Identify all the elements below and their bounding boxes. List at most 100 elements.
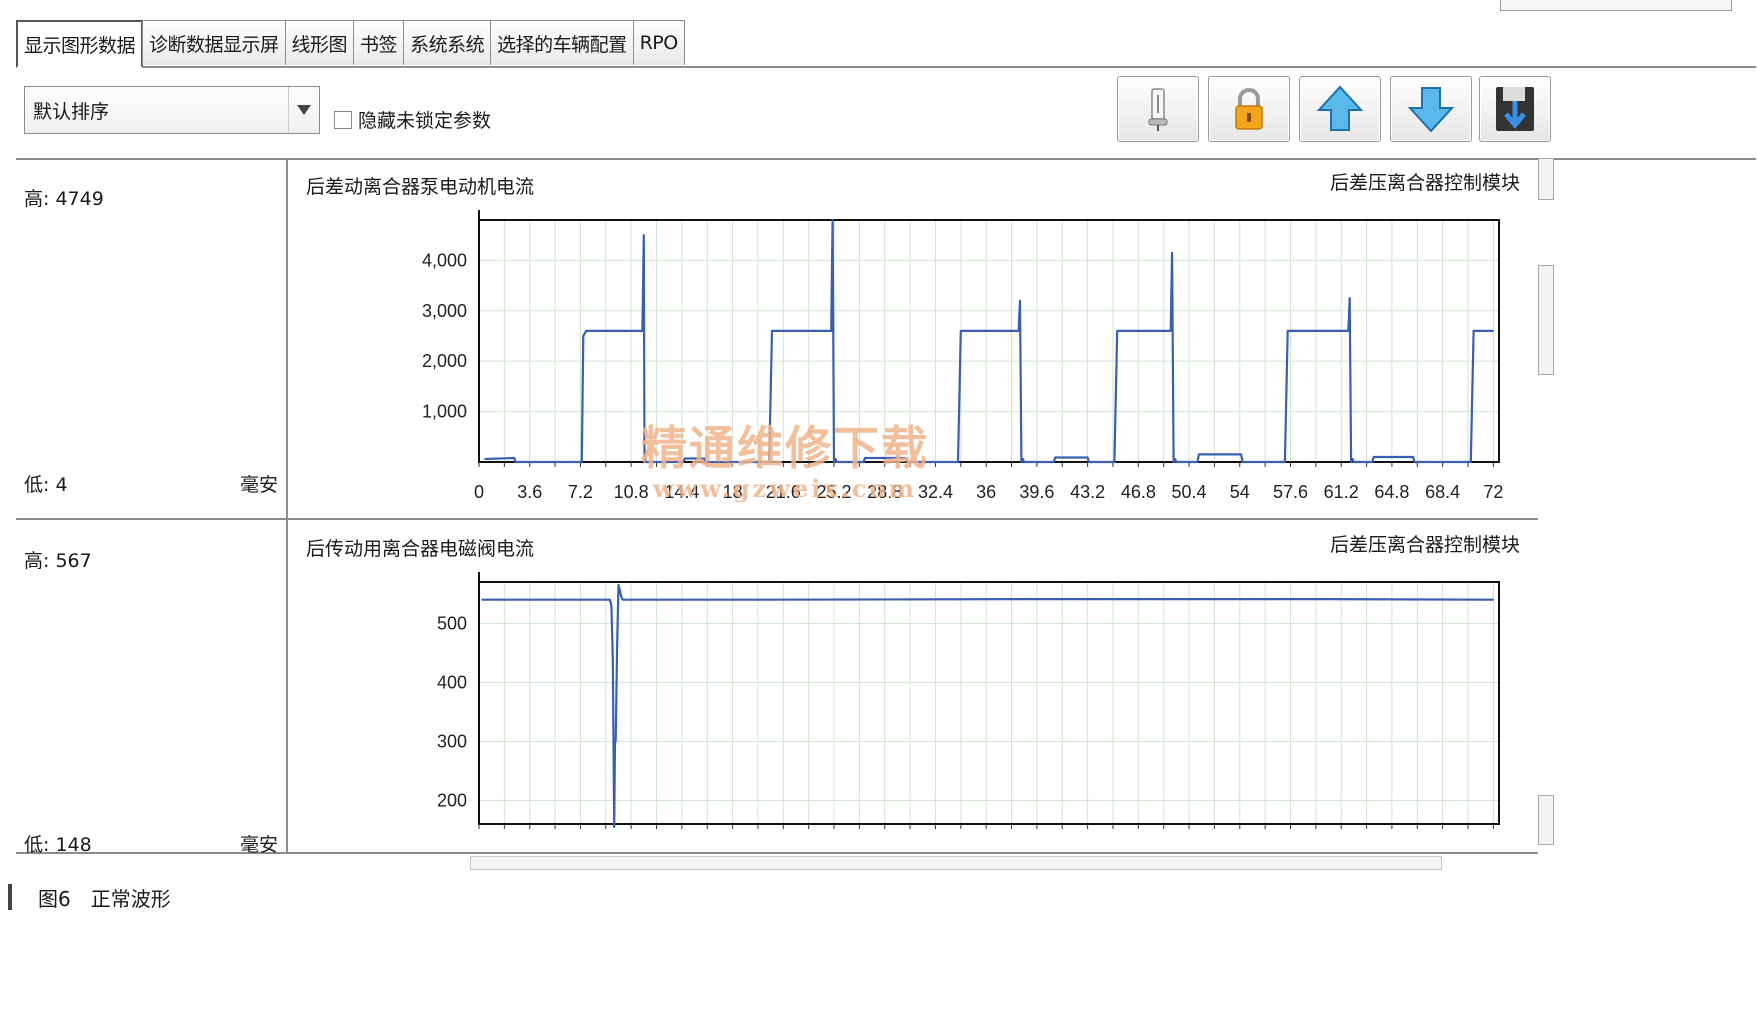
data-point <box>1470 461 1472 463</box>
data-point <box>864 457 866 459</box>
x-tick-label: 46.8 <box>1121 482 1156 502</box>
series-line <box>484 218 1494 464</box>
data-point <box>830 330 832 332</box>
data-point <box>1113 461 1115 463</box>
x-tick-label: 43.2 <box>1070 482 1105 502</box>
data-point <box>620 596 622 598</box>
data-point <box>832 219 834 221</box>
x-tick-label: 32.4 <box>918 482 953 502</box>
data-point <box>1020 461 1023 463</box>
y-tick-label: 4,000 <box>422 250 467 270</box>
data-point <box>1196 461 1199 463</box>
hide-unlocked-checkbox[interactable] <box>334 110 352 129</box>
data-point <box>1284 461 1286 463</box>
data-point <box>643 461 646 463</box>
tab-vehicle-config[interactable]: 选择的车辆配置 <box>490 20 634 65</box>
chart-module-label: 后差压离合器控制模块 <box>1329 534 1520 556</box>
hide-unlocked-label: 隐藏未锁定参数 <box>358 110 492 132</box>
chart-module-label: 后差压离合器控制模块 <box>1329 172 1520 194</box>
data-point <box>1017 330 1020 332</box>
x-tick-label: 0 <box>474 482 484 502</box>
data-point <box>1170 330 1172 332</box>
data-point <box>1023 461 1025 463</box>
tab-graph-data[interactable]: 显示图形数据 <box>16 20 144 68</box>
data-point <box>515 461 517 463</box>
data-point <box>1087 456 1089 459</box>
data-point <box>1022 458 1024 460</box>
save-icon <box>1496 87 1534 131</box>
x-tick-label: 39.6 <box>1019 482 1054 502</box>
x-tick-label: 72 <box>1483 482 1503 502</box>
lock-button[interactable] <box>1208 76 1290 142</box>
chevron-down-icon[interactable] <box>288 87 319 133</box>
data-point <box>581 461 583 463</box>
data-point <box>1287 330 1289 332</box>
data-point <box>684 457 686 460</box>
side-scroll-tab[interactable] <box>1538 795 1554 845</box>
tab-rpo[interactable]: RPO <box>632 20 685 65</box>
chart1-plot: 1,000 2,000 3,000 4,000 0 3.6 7.2 10.8 14.4 18 21.… <box>422 210 1503 502</box>
data-point <box>1347 330 1349 332</box>
data-point <box>1323 598 1325 600</box>
sort-dropdown-value: 默认排序 <box>33 100 110 123</box>
pin-button[interactable] <box>1117 76 1199 142</box>
tab-line-graph[interactable]: 线形图 <box>284 20 355 65</box>
top-strip <box>1500 0 1732 11</box>
y-tick-label: 400 <box>437 672 467 692</box>
move-up-button[interactable] <box>1299 76 1381 142</box>
lock-icon <box>1235 88 1263 130</box>
side-scroll-tab[interactable] <box>1538 265 1554 375</box>
data-point <box>622 599 624 601</box>
data-point <box>833 461 835 463</box>
hide-unlocked-option[interactable]: 隐藏未锁定参数 <box>334 106 491 133</box>
tab-systems[interactable]: 系统系统 <box>403 20 492 65</box>
data-point <box>834 458 837 460</box>
high-value-label: 高: 4749 <box>24 188 104 210</box>
data-point <box>863 461 865 463</box>
data-point <box>705 461 707 463</box>
x-tick-label: 7.2 <box>568 482 593 502</box>
x-tick-label: 3.6 <box>517 482 542 502</box>
sort-dropdown[interactable]: 默认排序 <box>24 86 320 134</box>
figure-caption: 图6 正常波形 <box>0 880 171 914</box>
param-info-panel-1: 高: 4749 低: 4 毫安 <box>16 158 288 520</box>
data-point <box>615 740 617 742</box>
x-tick-label: 68.4 <box>1425 482 1460 502</box>
arrow-up-icon <box>1316 85 1364 131</box>
y-tick-label: 300 <box>437 731 467 751</box>
data-point <box>1371 461 1373 463</box>
data-point <box>1053 461 1055 463</box>
data-point <box>703 457 706 460</box>
plot-frame <box>478 581 1500 825</box>
data-point <box>654 461 656 463</box>
tab-bookmarks[interactable]: 书签 <box>353 20 405 65</box>
data-point <box>1473 330 1475 332</box>
data-point <box>484 458 486 460</box>
move-down-button[interactable] <box>1390 76 1472 142</box>
data-point <box>1353 461 1355 463</box>
data-point <box>1116 330 1118 332</box>
tab-diagnostic-display[interactable]: 诊断数据显示屏 <box>142 20 286 65</box>
data-point <box>1373 456 1375 458</box>
y-tick-label: 1,000 <box>422 402 467 422</box>
data-point <box>610 605 613 607</box>
data-point <box>1241 461 1244 463</box>
data-point <box>905 457 907 459</box>
y-tick-label: 500 <box>437 613 467 633</box>
unit-label: 毫安 <box>239 834 278 856</box>
data-point <box>1172 461 1175 463</box>
data-point <box>1351 458 1354 460</box>
data-point <box>481 599 483 601</box>
data-point <box>771 330 773 332</box>
caption-marker <box>8 884 12 910</box>
data-point <box>644 458 646 460</box>
data-point <box>609 599 611 601</box>
horizontal-scrollbar[interactable] <box>470 856 1442 870</box>
save-button[interactable] <box>1479 76 1551 142</box>
data-point <box>1054 456 1056 459</box>
data-point <box>617 584 620 586</box>
x-tick-label: 10.8 <box>614 482 649 502</box>
y-tick-label: 200 <box>437 790 467 810</box>
chart2-plot: 200 300 400 500 <box>437 572 1500 829</box>
side-scroll-tab[interactable] <box>1538 158 1554 200</box>
